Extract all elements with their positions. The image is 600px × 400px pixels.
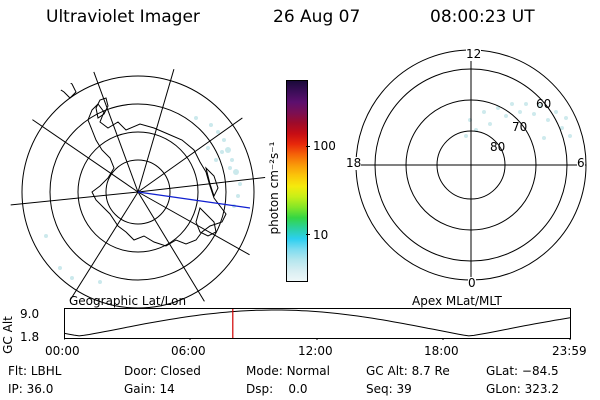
lat-label-70: 70 <box>512 120 528 134</box>
status-gc-alt: GC Alt: 8.7 Re <box>366 364 450 378</box>
status-label: Mode: <box>246 364 283 378</box>
altitude-ytick-9: 9.0 <box>20 307 40 321</box>
colorbar-tick-100: 100 <box>313 139 336 153</box>
status-gain: Gain: 14 <box>124 382 175 396</box>
lat-label-80: 80 <box>490 140 506 154</box>
status-value: Closed <box>160 364 201 378</box>
status-label: Gain: <box>124 382 156 396</box>
colorbar-tick-mark-100 <box>306 146 310 147</box>
time-label: 08:00:23 UT <box>430 7 535 27</box>
mlt-label-18: 18 <box>346 156 362 170</box>
colorbar-units-label: photon cm⁻²s⁻¹ <box>267 141 281 235</box>
status-value: 323.2 <box>524 382 559 396</box>
altitude-plot <box>64 308 571 340</box>
status-label: Door: <box>124 364 157 378</box>
instrument-title: Ultraviolet Imager <box>46 7 200 27</box>
colorbar-tick-10: 10 <box>313 228 329 242</box>
status-glon: GLon: 323.2 <box>486 382 559 396</box>
status-label: Flt: <box>8 364 27 378</box>
status-value: 0.0 <box>276 382 308 396</box>
mlt-label-0: 0 <box>468 276 476 290</box>
status-value: −84.5 <box>521 364 559 378</box>
status-label: GLon: <box>486 382 521 396</box>
mlt-label-6: 6 <box>577 156 585 170</box>
altitude-xtick-0000: 00:00 <box>45 344 80 358</box>
altitude-xtick-2359: 23:59 <box>552 344 587 358</box>
status-value: 39 <box>396 382 412 396</box>
lat-label-60: 60 <box>536 97 552 111</box>
status-label: GLat: <box>486 364 519 378</box>
date-label: 26 Aug 07 <box>273 7 361 27</box>
colorbar <box>286 80 308 282</box>
apex-map <box>355 49 587 281</box>
altitude-curve <box>64 309 571 337</box>
status-value: 36.0 <box>26 382 54 396</box>
altitude-ylabel-wrap: GC Alt <box>0 316 16 354</box>
altitude-ytick-1-8: 1.8 <box>20 330 40 344</box>
status-seq: Seq: 39 <box>366 382 412 396</box>
status-glat: GLat: −84.5 <box>486 364 559 378</box>
altitude-ylabel: GC Alt <box>1 316 15 354</box>
status-flt: Flt: LBHL <box>8 364 61 378</box>
status-label: GC Alt: <box>366 364 408 378</box>
status-ip: IP: 36.0 <box>8 382 53 396</box>
status-value: 8.7 Re <box>411 364 450 378</box>
geographic-map-label: Geographic Lat/Lon <box>69 294 187 308</box>
mlt-label-12: 12 <box>466 47 482 61</box>
status-label: Dsp: <box>246 382 274 396</box>
status-label: IP: <box>8 382 23 396</box>
status-door: Door: Closed <box>124 364 201 378</box>
status-label: Seq: <box>366 382 393 396</box>
status-value: LBHL <box>30 364 62 378</box>
altitude-xtick-1800: 18:00 <box>424 344 459 358</box>
colorbar-tick-mark-10 <box>306 234 310 235</box>
altitude-xtick-1200: 12:00 <box>298 344 333 358</box>
altitude-xtick-0600: 06:00 <box>171 344 206 358</box>
status-dsp: Dsp: 0.0 <box>246 382 308 396</box>
status-mode: Mode: Normal <box>246 364 330 378</box>
status-value: 14 <box>159 382 175 396</box>
apex-map-label: Apex MLat/MLT <box>412 294 502 308</box>
status-value: Normal <box>286 364 330 378</box>
